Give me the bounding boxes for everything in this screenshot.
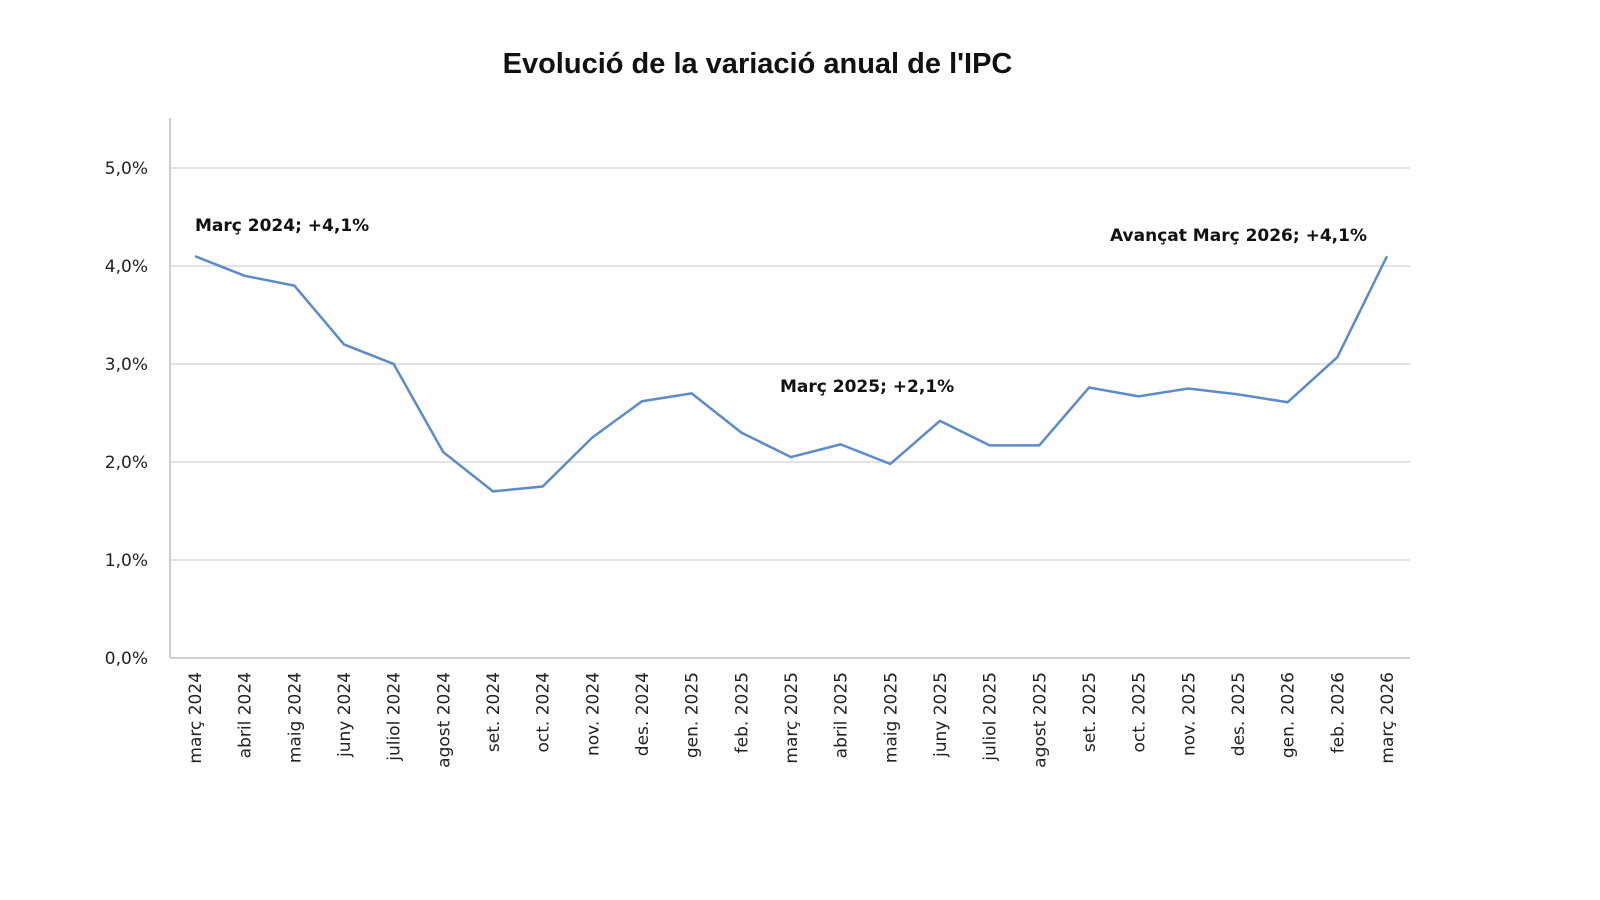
x-tick-label: oct. 2024 <box>534 672 554 752</box>
y-tick-label: 0,0% <box>105 649 148 669</box>
y-tick-label: 2,0% <box>105 453 148 473</box>
x-tick-label: feb. 2025 <box>732 672 752 753</box>
x-tick-label: feb. 2026 <box>1328 672 1348 753</box>
chart-title: Evolució de la variació anual de l'IPC <box>502 48 1013 80</box>
x-tick-label: des. 2025 <box>1229 672 1249 756</box>
y-tick-label: 3,0% <box>105 355 148 375</box>
x-tick-label: nov. 2024 <box>583 672 603 756</box>
x-tick-label: agost 2025 <box>1030 672 1050 768</box>
y-tick-label: 1,0% <box>105 551 148 571</box>
x-tick-label: març 2024 <box>186 672 206 764</box>
x-tick-label: abril 2025 <box>832 672 852 758</box>
data-annotation: Març 2024; +4,1% <box>195 216 369 236</box>
y-tick-label: 4,0% <box>105 257 148 277</box>
x-tick-label: gen. 2026 <box>1279 672 1299 758</box>
x-tick-label: gen. 2025 <box>683 672 703 758</box>
x-tick-label: agost 2024 <box>434 672 454 768</box>
x-tick-label: maig 2025 <box>881 672 901 763</box>
x-tick-label: des. 2024 <box>633 672 653 756</box>
x-tick-label: juny 2024 <box>335 672 355 758</box>
x-tick-label: set. 2025 <box>1080 672 1100 752</box>
x-tick-label: març 2025 <box>782 672 802 764</box>
x-tick-label: juliol 2024 <box>385 672 405 762</box>
x-tick-label: oct. 2025 <box>1130 672 1150 752</box>
x-tick-label: juny 2025 <box>931 672 951 758</box>
series-line <box>194 255 1389 493</box>
x-tick-label: set. 2024 <box>484 672 504 752</box>
x-tick-label: nov. 2025 <box>1179 672 1199 756</box>
x-tick-label: abril 2024 <box>236 672 256 758</box>
x-tick-label: març 2026 <box>1378 672 1398 764</box>
data-annotation: Març 2025; +2,1% <box>780 377 954 397</box>
x-tick-label: maig 2024 <box>285 672 305 763</box>
data-annotation: Avançat Març 2026; +4,1% <box>1110 226 1367 246</box>
y-tick-label: 5,0% <box>105 159 148 179</box>
x-tick-label: juliol 2025 <box>981 672 1001 762</box>
